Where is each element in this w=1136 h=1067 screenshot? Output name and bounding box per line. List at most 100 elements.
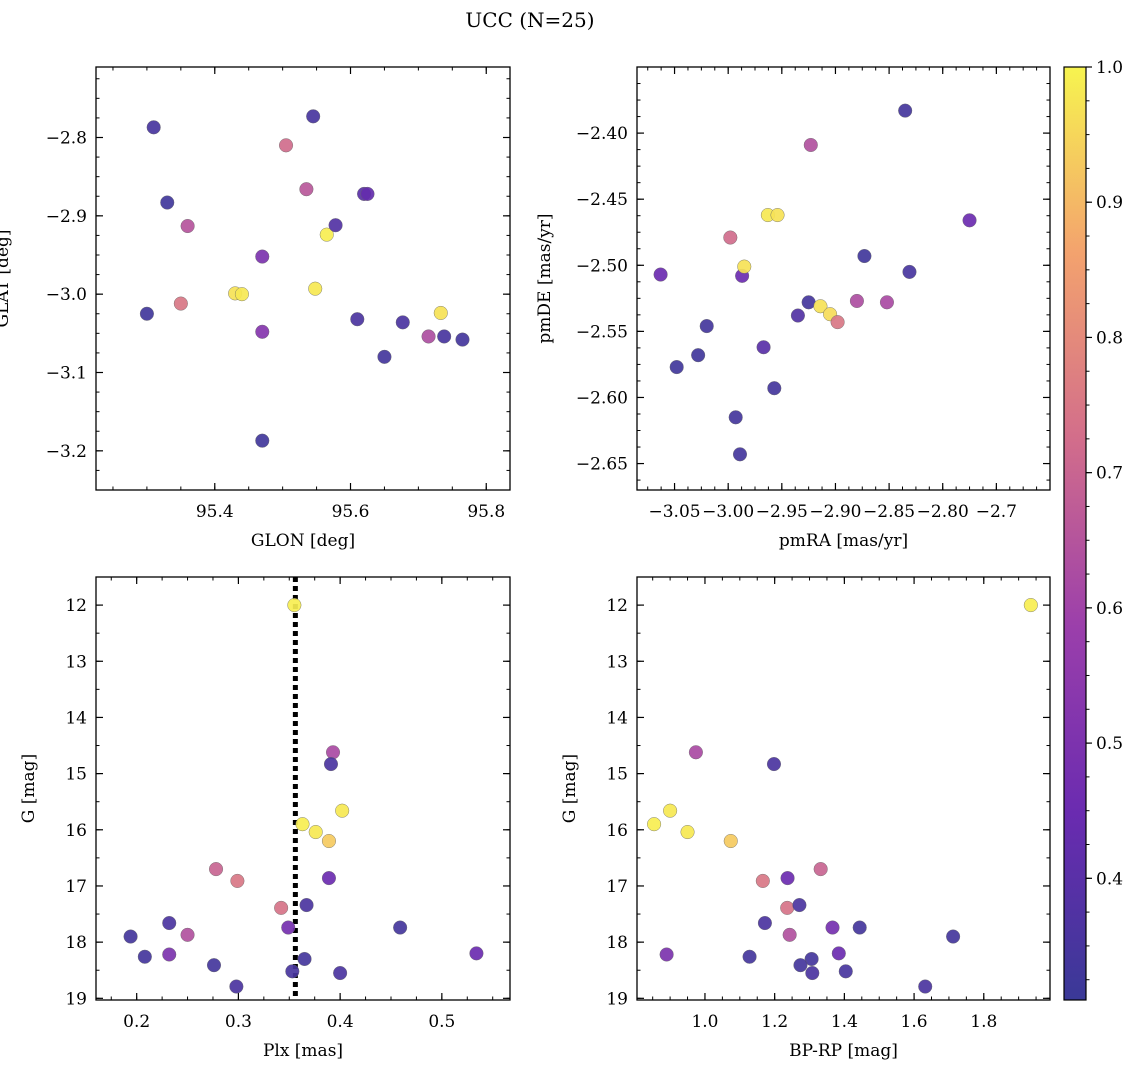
data-point xyxy=(326,745,341,760)
data-point xyxy=(793,958,808,973)
y-axis-label: pmDE [mas/yr] xyxy=(535,213,555,343)
data-point xyxy=(469,946,484,961)
data-point xyxy=(255,433,270,448)
y-tick-label: −2.8 xyxy=(46,129,87,149)
y-axis-label: G [mag] xyxy=(19,754,39,823)
y-tick-label: 18 xyxy=(606,933,628,953)
data-point xyxy=(255,249,270,264)
y-tick-label: −2.55 xyxy=(576,322,628,342)
data-point xyxy=(782,927,797,942)
data-point xyxy=(723,834,738,849)
x-tick-label: −2.80 xyxy=(917,502,969,522)
data-point xyxy=(323,757,338,772)
data-point xyxy=(287,598,302,613)
data-point xyxy=(756,340,771,355)
axes-frame xyxy=(95,66,511,491)
data-point xyxy=(804,951,819,966)
panel-plx-g: 0.2 0.3 0.4 0.5 12 13 14 15 16 17 18 19 Plx [mas] G [… xyxy=(19,576,511,1061)
x-tick-label: 95.6 xyxy=(332,502,370,522)
data-point xyxy=(162,947,177,962)
y-tick-label: −2.50 xyxy=(576,256,628,276)
data-point xyxy=(857,249,872,264)
data-point xyxy=(767,381,782,396)
x-tick-label: −2.85 xyxy=(863,502,915,522)
data-point xyxy=(230,873,245,888)
data-point xyxy=(139,306,154,321)
y-tick-label: 19 xyxy=(606,989,628,1009)
data-point xyxy=(737,259,752,274)
data-point xyxy=(137,949,152,964)
y-tick-label: 16 xyxy=(606,821,628,841)
colorbar-tick-label: 0.8 xyxy=(1096,328,1123,348)
data-point xyxy=(321,834,336,849)
y-tick-label: 14 xyxy=(606,708,628,728)
x-tick-label: 1.8 xyxy=(970,1012,997,1032)
data-point xyxy=(333,966,348,981)
x-tick-label: 0.3 xyxy=(225,1012,252,1032)
data-point xyxy=(780,900,795,915)
x-tick-label: 95.4 xyxy=(196,502,234,522)
data-point xyxy=(902,264,917,279)
data-point xyxy=(437,329,452,344)
axes-frame xyxy=(636,66,1051,491)
y-tick-label: 16 xyxy=(65,821,87,841)
data-point xyxy=(732,447,747,462)
data-point xyxy=(647,817,662,832)
data-point xyxy=(728,410,743,425)
y-tick-label: −3.0 xyxy=(46,285,87,305)
data-point xyxy=(680,825,695,840)
data-point xyxy=(455,332,470,347)
data-point xyxy=(813,299,828,314)
data-point xyxy=(421,329,436,344)
y-tick-label: 12 xyxy=(65,596,87,616)
colorbar-tick-label: 0.4 xyxy=(1096,869,1123,889)
y-tick-label: −3.1 xyxy=(46,364,87,384)
data-point xyxy=(659,947,674,962)
y-tick-label: −2.65 xyxy=(576,455,628,475)
colorbar-tick-label: 1.0 xyxy=(1096,58,1123,78)
data-point xyxy=(838,964,853,979)
colorbar-tick-label: 0.7 xyxy=(1096,464,1123,484)
data-point xyxy=(805,966,820,981)
y-tick-label: 13 xyxy=(606,652,628,672)
colorbar: 0.4 0.5 0.6 0.7 0.8 0.9 1.0 xyxy=(1063,58,1123,1001)
data-point xyxy=(308,825,323,840)
x-tick-label: 1.6 xyxy=(901,1012,928,1032)
y-tick-label: −3.2 xyxy=(46,442,87,462)
y-tick-label: 13 xyxy=(65,652,87,672)
data-point xyxy=(723,230,738,245)
data-point xyxy=(813,862,828,877)
x-tick-label: 0.4 xyxy=(327,1012,354,1032)
data-point xyxy=(849,293,864,308)
data-point xyxy=(653,267,668,282)
data-point xyxy=(962,213,977,228)
data-point xyxy=(146,120,161,135)
data-point xyxy=(360,186,375,201)
data-point xyxy=(830,315,845,330)
x-tick-label: 1.0 xyxy=(691,1012,718,1032)
panel-pmra-pmde: −3.05 −3.00 −2.95 −2.90 −2.85 −2.80 −2.7 −2.40 −… xyxy=(535,66,1051,551)
colorbar-tick-label: 0.5 xyxy=(1096,734,1123,754)
x-tick-label: −3.00 xyxy=(702,502,754,522)
data-point xyxy=(801,295,816,310)
panel-bprp-g: 1.0 1.2 1.4 1.6 1.8 12 13 14 15 16 17 18 19 BP-RP [ma… xyxy=(560,576,1051,1061)
data-point xyxy=(663,803,678,818)
x-axis-label: pmRA [mas/yr] xyxy=(779,531,908,551)
data-point xyxy=(780,871,795,886)
data-point xyxy=(766,757,781,772)
y-tick-label: −2.40 xyxy=(576,124,628,144)
x-axis-label: GLON [deg] xyxy=(251,531,355,551)
data-point xyxy=(1023,598,1038,613)
data-point xyxy=(297,951,312,966)
data-point xyxy=(918,979,933,994)
panel-glon-glat: 95.4 95.6 95.8 −2.8 −2.9 −3.0 −3.1 −3.2 GLON [de… xyxy=(0,66,511,551)
data-point xyxy=(757,916,772,931)
data-point xyxy=(395,315,410,330)
data-point xyxy=(433,305,448,320)
colorbar-gradient xyxy=(1063,66,1087,1001)
x-tick-label: −2.7 xyxy=(976,502,1017,522)
data-point xyxy=(852,920,867,935)
x-tick-label: −2.95 xyxy=(756,502,808,522)
data-point xyxy=(209,862,224,877)
data-point xyxy=(350,312,365,327)
